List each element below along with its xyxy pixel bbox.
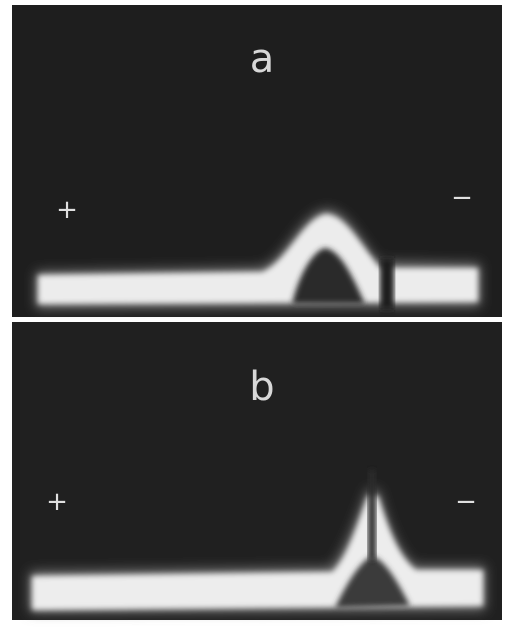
panel-b: b + − — [12, 322, 502, 620]
trace-shadow — [292, 248, 365, 304]
panel-label: b — [249, 364, 274, 410]
dark-stripe — [368, 470, 376, 560]
minus-sign: − — [451, 183, 473, 213]
plus-sign: + — [46, 487, 68, 517]
plus-sign: + — [56, 195, 78, 225]
trace-shadow — [335, 556, 410, 608]
panel-label: a — [250, 36, 275, 82]
trace — [38, 214, 478, 304]
panel-a: a + − — [12, 5, 502, 317]
gap — [380, 258, 394, 310]
minus-sign: − — [455, 487, 477, 517]
